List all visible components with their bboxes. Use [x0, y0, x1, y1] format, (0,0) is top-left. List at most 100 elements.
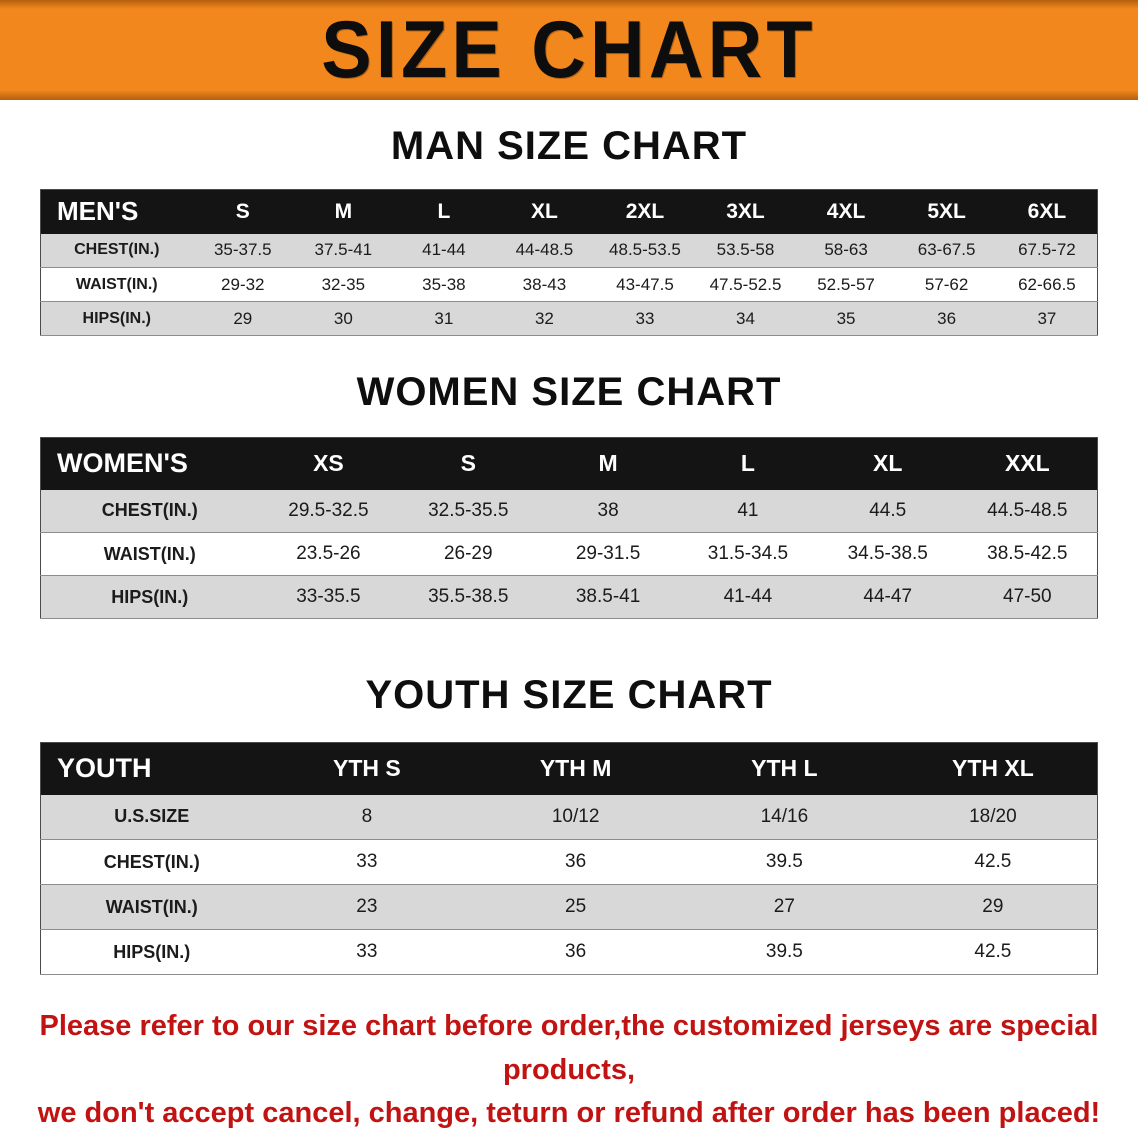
table-header-row: MEN'S S M L XL 2XL 3XL 4XL 5XL 6XL	[40, 189, 1098, 234]
table-row: U.S.SIZE 8 10/12 14/16 18/20	[40, 794, 1098, 840]
size-value: 47-50	[957, 575, 1098, 619]
size-value: 25	[471, 884, 680, 930]
size-column-header: 4XL	[795, 189, 897, 234]
footnote: Please refer to our size chart before or…	[0, 1005, 1138, 1136]
size-column-header: 3XL	[695, 189, 796, 234]
size-value: 31.5-34.5	[677, 532, 818, 576]
size-column-header: YTH M	[471, 742, 680, 795]
youth-size-section: YOUTH SIZE CHART YOUTH YTH S YTH M YTH L YTH…	[0, 673, 1138, 975]
size-value: 33-35.5	[258, 575, 399, 619]
table-row: WAIST(IN.) 23.5-26 26-29 29-31.5 31.5-34.5 34…	[40, 532, 1098, 576]
men-size-table: MEN'S S M L XL 2XL 3XL 4XL 5XL 6XL CHEST(IN.) 35-37…	[40, 189, 1098, 336]
size-column-header: XXL	[957, 437, 1098, 490]
size-value: 34.5-38.5	[817, 532, 958, 576]
youth-section-heading: YOUTH SIZE CHART	[365, 673, 773, 717]
size-value: 35.5-38.5	[398, 575, 539, 619]
size-column-header: M	[538, 437, 678, 490]
table-row: CHEST(IN.) 35-37.5 37.5-41 41-44 44-48.5 48.5…	[40, 233, 1098, 268]
table-header-row: WOMEN'S XS S M L XL XXL	[40, 437, 1098, 490]
size-value: 32	[494, 301, 595, 336]
size-value: 38.5-42.5	[957, 532, 1098, 576]
size-value: 8	[262, 794, 472, 840]
size-value: 23.5-26	[258, 532, 399, 576]
size-value: 29	[888, 884, 1098, 930]
size-value: 42.5	[888, 929, 1098, 975]
table-title-cell: YOUTH	[40, 742, 263, 795]
size-value: 44.5-48.5	[957, 489, 1098, 533]
size-value: 32-35	[293, 267, 394, 302]
row-label: CHEST(IN.)	[40, 839, 263, 885]
size-value: 41	[677, 489, 818, 533]
row-label: WAIST(IN.)	[40, 267, 193, 302]
table-title-cell: WOMEN'S	[40, 437, 259, 490]
size-value: 39.5	[680, 839, 889, 885]
size-column-header: XL	[817, 437, 958, 490]
table-row: CHEST(IN.) 33 36 39.5 42.5	[40, 839, 1098, 885]
size-value: 29-31.5	[538, 532, 678, 576]
size-value: 33	[262, 929, 472, 975]
size-value: 35-37.5	[192, 233, 294, 268]
size-value: 42.5	[888, 839, 1098, 885]
size-value: 38.5-41	[538, 575, 678, 619]
table-row: HIPS(IN.) 29 30 31 32 33 34 35 36 37	[40, 301, 1098, 336]
size-value: 47.5-52.5	[695, 267, 796, 302]
table-title-cell: MEN'S	[40, 189, 193, 234]
size-value: 27	[680, 884, 889, 930]
row-label: WAIST(IN.)	[40, 532, 259, 576]
banner: SIZE CHART	[0, 0, 1138, 100]
size-value: 35	[795, 301, 897, 336]
size-column-header: 6XL	[996, 189, 1098, 234]
size-value: 39.5	[680, 929, 889, 975]
size-value: 36	[896, 301, 997, 336]
row-label: U.S.SIZE	[40, 794, 263, 840]
size-value: 35-38	[393, 267, 495, 302]
size-value: 48.5-53.5	[594, 233, 696, 268]
size-value: 38	[538, 489, 678, 533]
men-section-heading: MAN SIZE CHART	[390, 124, 748, 168]
size-value: 37	[996, 301, 1098, 336]
table-row: WAIST(IN.) 23 25 27 29	[40, 884, 1098, 930]
table-row: CHEST(IN.) 29.5-32.5 32.5-35.5 38 41 44.5 44.5…	[40, 489, 1098, 533]
women-size-table: WOMEN'S XS S M L XL XXL CHEST(IN.) 29.5-32.5 32.5…	[40, 437, 1098, 619]
size-value: 44-47	[817, 575, 958, 619]
row-label: HIPS(IN.)	[40, 929, 263, 975]
row-label: HIPS(IN.)	[40, 575, 259, 619]
size-column-header: XL	[494, 189, 595, 234]
row-label: CHEST(IN.)	[40, 233, 193, 268]
size-column-header: L	[677, 437, 818, 490]
size-value: 36	[471, 839, 680, 885]
footnote-line-1: Please refer to our size chart before or…	[39, 1010, 1099, 1086]
table-row: WAIST(IN.) 29-32 32-35 35-38 38-43 43-47.5 47.…	[40, 267, 1098, 302]
size-column-header: YTH S	[262, 742, 472, 795]
size-value: 36	[471, 929, 680, 975]
table-header-row: YOUTH YTH S YTH M YTH L YTH XL	[40, 742, 1098, 795]
size-value: 63-67.5	[896, 233, 997, 268]
women-size-section: WOMEN SIZE CHART WOMEN'S XS S M L XL XXL CHEST(…	[0, 370, 1138, 619]
size-column-header: S	[398, 437, 539, 490]
size-value: 58-63	[795, 233, 897, 268]
size-value: 62-66.5	[996, 267, 1098, 302]
size-value: 44-48.5	[494, 233, 595, 268]
page-title: SIZE CHART	[321, 5, 817, 95]
size-value: 31	[393, 301, 495, 336]
size-value: 33	[262, 839, 472, 885]
size-value: 10/12	[471, 794, 680, 840]
size-column-header: 2XL	[594, 189, 696, 234]
size-value: 29.5-32.5	[258, 489, 399, 533]
men-size-section: MAN SIZE CHART MEN'S S M L XL 2XL 3XL 4XL 5XL 6XL…	[0, 124, 1138, 336]
size-value: 29-32	[192, 267, 294, 302]
table-row: HIPS(IN.) 33 36 39.5 42.5	[40, 929, 1098, 975]
size-column-header: YTH XL	[888, 742, 1098, 795]
size-value: 41-44	[393, 233, 495, 268]
size-value: 18/20	[888, 794, 1098, 840]
footnote-line-2: we don't accept cancel, change, teturn o…	[37, 1097, 1101, 1129]
size-value: 32.5-35.5	[398, 489, 539, 533]
size-column-header: YTH L	[680, 742, 889, 795]
size-column-header: M	[293, 189, 394, 234]
size-column-header: XS	[258, 437, 399, 490]
size-value: 53.5-58	[695, 233, 796, 268]
size-value: 52.5-57	[795, 267, 897, 302]
size-value: 67.5-72	[996, 233, 1098, 268]
size-value: 23	[262, 884, 472, 930]
